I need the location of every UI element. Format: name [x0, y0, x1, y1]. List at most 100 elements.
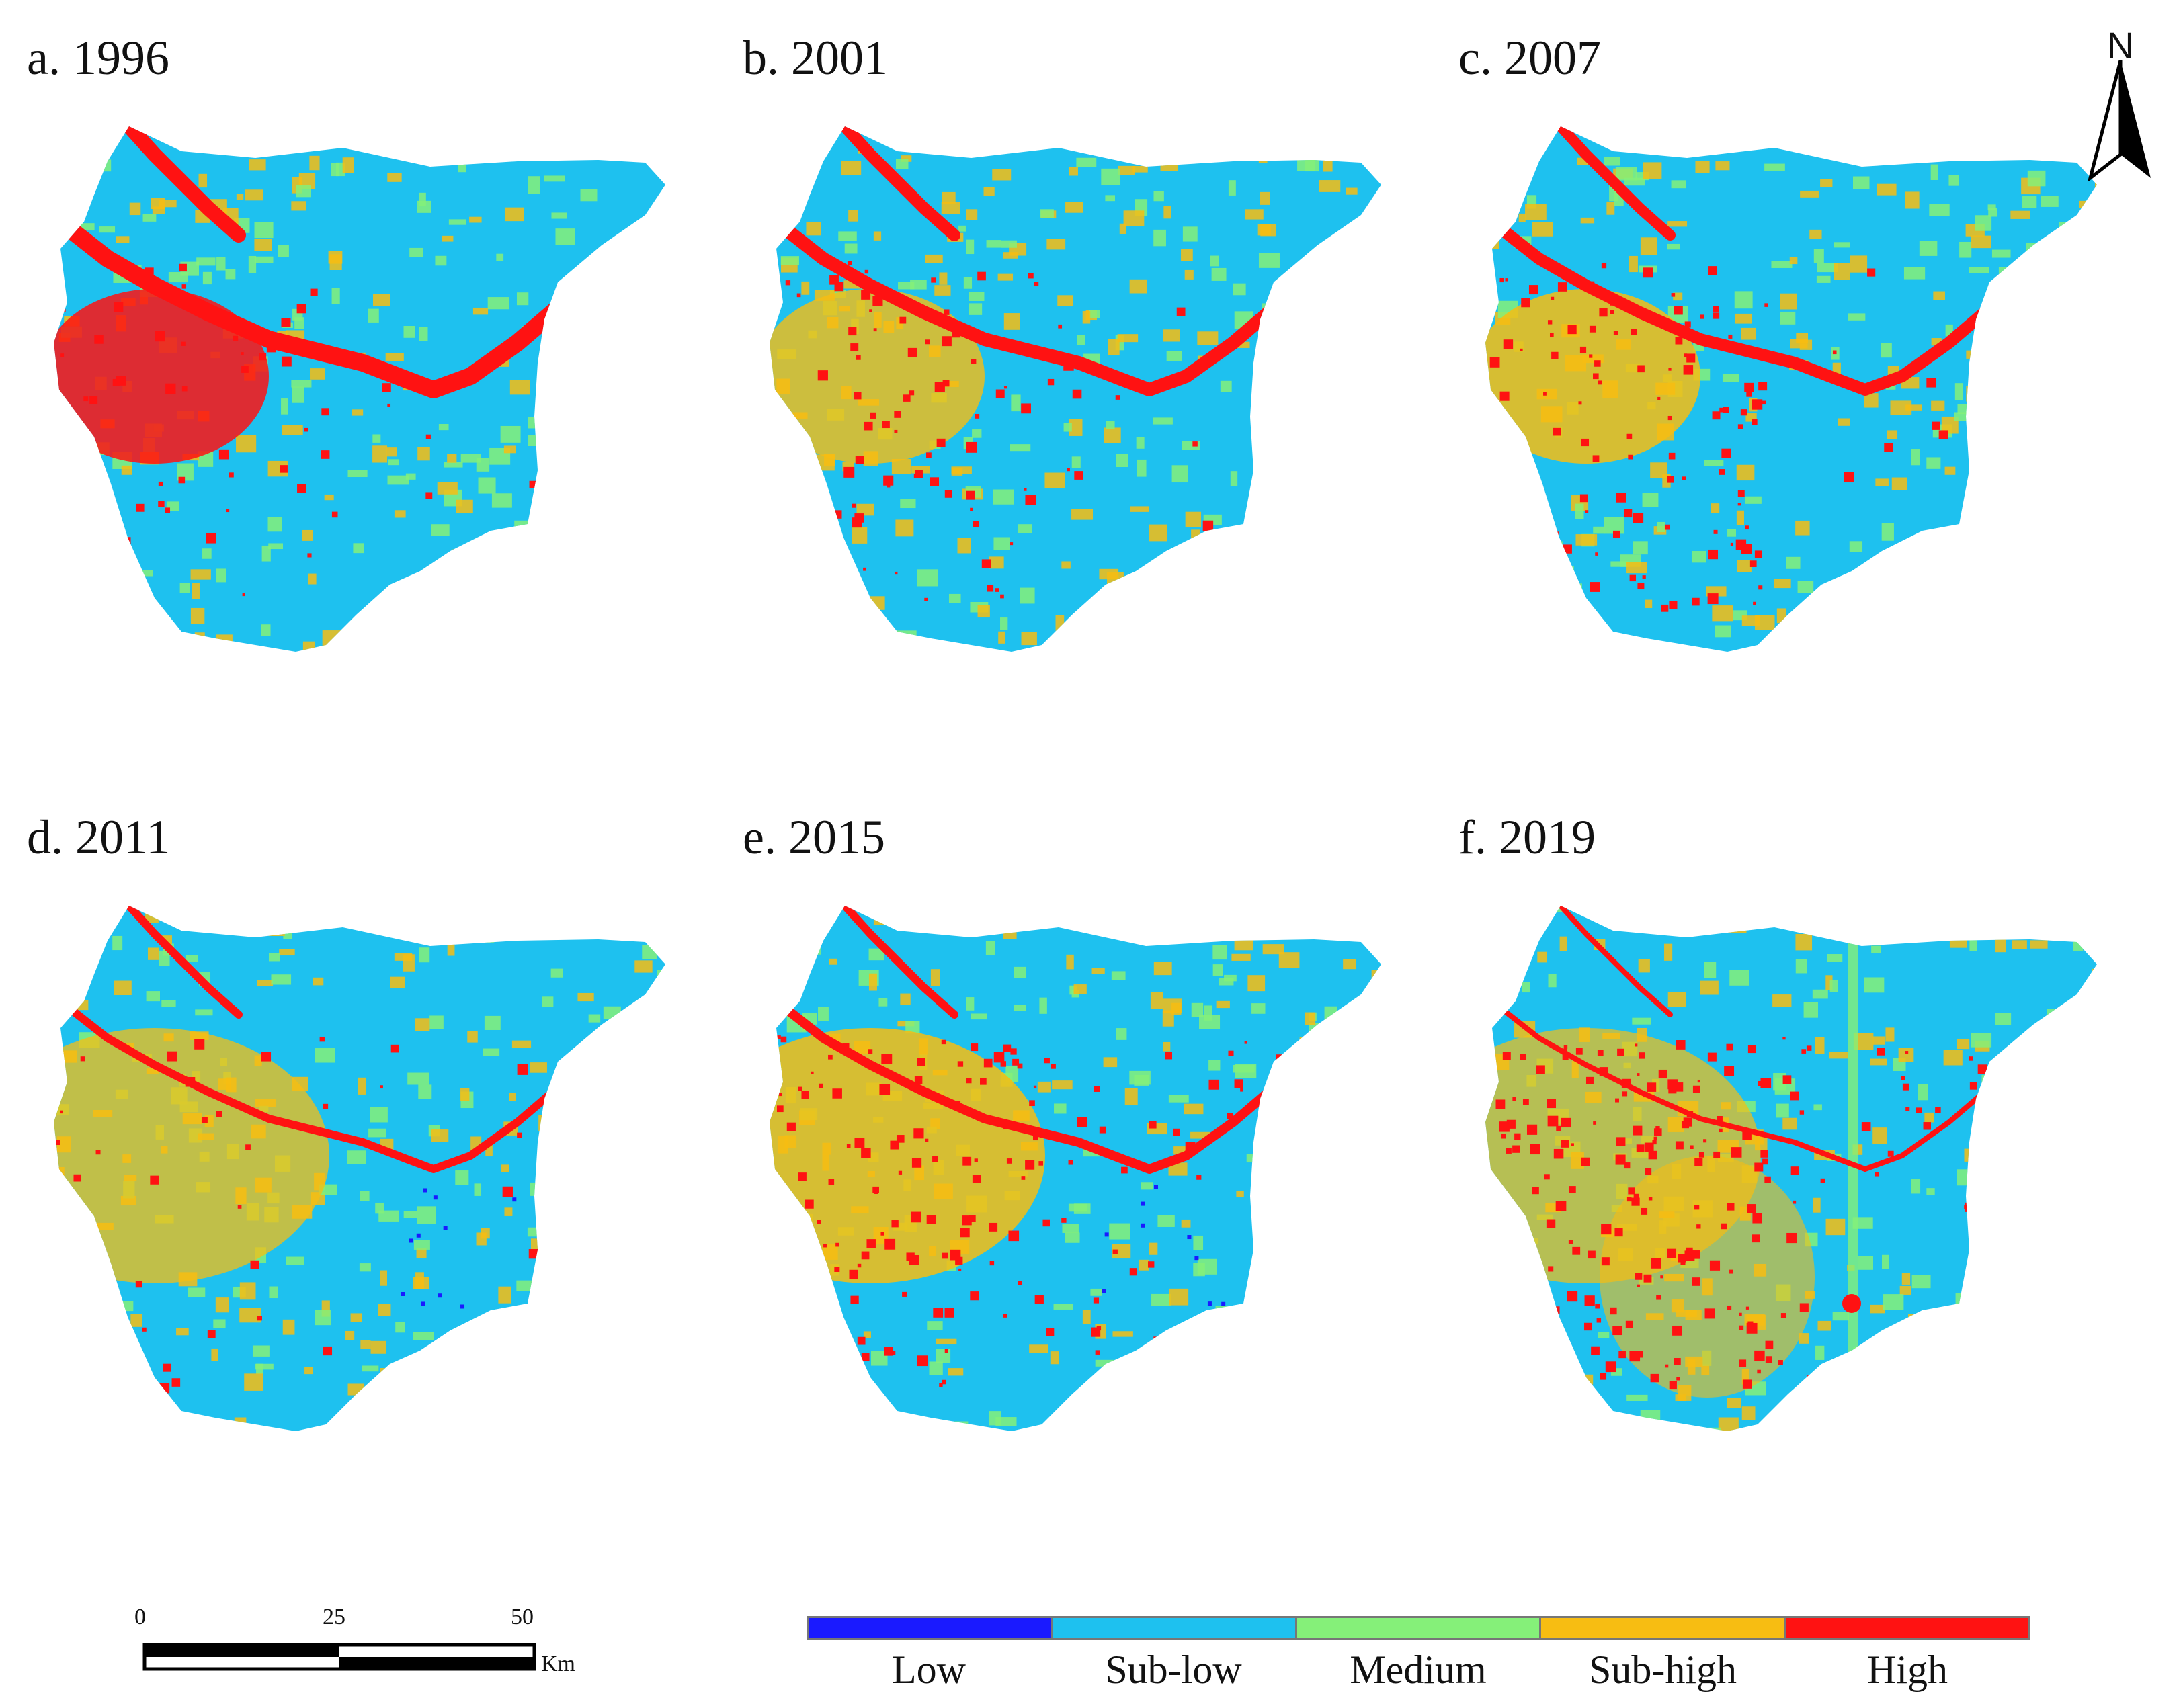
pixel-patch	[776, 1035, 781, 1040]
pixel-patch	[1292, 1408, 1312, 1422]
pixel-patch	[1598, 380, 1602, 385]
pixel-patch	[927, 1321, 943, 1330]
pixel-patch	[1514, 1350, 1518, 1354]
pixel-patch	[555, 435, 575, 441]
pixel-patch	[1764, 163, 1785, 171]
pixel-patch	[1974, 1200, 1982, 1211]
pixel-patch	[1551, 541, 1563, 552]
pixel-patch	[1645, 1168, 1652, 1175]
pixel-patch	[992, 169, 1012, 181]
pixel-patch	[1051, 1064, 1056, 1069]
pixel-patch	[778, 543, 784, 549]
pixel-patch	[828, 1179, 835, 1185]
pixel-patch	[670, 370, 689, 378]
pixel-patch	[637, 1351, 651, 1361]
pixel-patch	[254, 256, 274, 263]
pixel-patch	[905, 1021, 920, 1034]
pixel-patch	[123, 1333, 128, 1338]
pixel-patch	[1001, 240, 1017, 248]
pixel-patch	[2025, 1300, 2046, 1307]
pixel-patch	[1316, 1222, 1331, 1235]
pixel-patch	[1616, 1137, 1626, 1146]
pixel-patch	[403, 954, 415, 972]
pixel-patch	[90, 913, 99, 923]
pixel-patch	[1601, 1224, 1612, 1235]
pixel-patch	[2088, 204, 2097, 217]
pixel-patch	[269, 1286, 278, 1299]
pixel-patch	[1887, 1150, 1894, 1157]
pixel-patch	[1106, 421, 1115, 429]
pixel-patch	[1555, 1201, 1567, 1211]
pixel-patch	[1931, 338, 1942, 346]
pixel-patch	[934, 382, 945, 392]
pixel-patch	[208, 916, 228, 930]
pixel-patch	[509, 1093, 516, 1101]
pixel-patch	[1244, 1041, 1247, 1044]
pixel-patch	[850, 1295, 859, 1304]
legend-label-low: Low	[892, 1648, 966, 1692]
tributary-corridor	[1555, 126, 1676, 241]
pixel-patch	[1173, 1128, 1180, 1136]
pixel-patch	[67, 581, 83, 593]
pixel-patch	[1916, 1107, 1922, 1113]
pixel-patch	[1584, 1295, 1595, 1306]
pixel-patch	[1840, 620, 1848, 630]
pixel-patch	[407, 1072, 429, 1085]
pixel-patch	[604, 306, 616, 312]
pixel-patch	[483, 1048, 500, 1056]
pixel-patch	[1276, 1304, 1280, 1308]
pixel-patch	[785, 280, 791, 286]
pixel-patch	[1589, 354, 1593, 358]
pixel-patch	[456, 499, 473, 514]
pixel-patch	[1799, 1333, 1809, 1344]
pixel-patch	[1518, 213, 1526, 222]
pixel-patch	[1954, 412, 1971, 421]
pixel-patch	[1505, 278, 1508, 282]
pixel-patch	[616, 546, 632, 562]
pixel-patch	[1538, 1329, 1544, 1335]
pixel-patch	[1265, 452, 1272, 460]
pixel-patch	[1147, 1261, 1155, 1268]
pixel-patch	[1299, 1037, 1310, 1052]
pixel-patch	[1003, 1044, 1012, 1052]
pixel-patch	[831, 1315, 841, 1331]
pixel-patch	[2073, 940, 2084, 951]
pixel-patch	[1671, 293, 1676, 297]
pixel-patch	[1544, 540, 1553, 546]
pixel-patch	[1998, 267, 2014, 275]
pixel-patch	[1594, 360, 1601, 367]
pixel-patch	[1028, 273, 1034, 279]
pixel-patch	[1258, 346, 1278, 356]
pixel-patch	[1138, 1259, 1149, 1271]
pixel-patch	[142, 1327, 147, 1332]
pixel-patch	[2024, 1218, 2030, 1223]
pixel-patch	[1577, 1374, 1594, 1385]
pixel-patch	[66, 1228, 75, 1246]
pixel-patch	[1130, 506, 1149, 512]
pixel-patch	[331, 908, 353, 925]
pixel-patch	[929, 1361, 943, 1375]
pixel-patch	[809, 1406, 823, 1417]
pixel-patch	[1495, 1269, 1499, 1273]
pixel-patch	[345, 1330, 355, 1340]
pixel-patch	[1964, 1148, 1983, 1162]
pixel-patch	[2033, 425, 2045, 438]
pixel-patch	[772, 1353, 780, 1361]
pixel-patch	[1012, 1058, 1020, 1066]
pixel-patch	[786, 941, 807, 949]
pixel-patch	[821, 493, 830, 502]
pixel-patch	[281, 398, 288, 415]
pixel-patch	[588, 1039, 605, 1049]
pixel-patch	[647, 338, 665, 352]
pixel-patch	[1357, 126, 1369, 134]
pixel-patch	[806, 221, 821, 236]
pixel-patch	[1057, 295, 1073, 306]
pixel-patch	[983, 187, 995, 196]
pixel-patch	[1676, 1040, 1686, 1050]
pixel-patch	[2093, 933, 2097, 945]
pixel-patch	[1339, 279, 1350, 292]
pixel-patch	[1553, 427, 1561, 436]
pixel-patch	[1559, 936, 1567, 951]
pixel-patch	[638, 154, 653, 162]
pixel-patch	[431, 524, 450, 536]
